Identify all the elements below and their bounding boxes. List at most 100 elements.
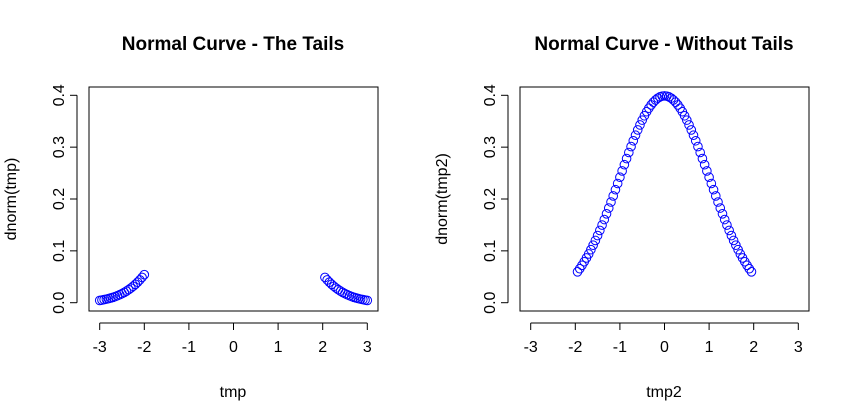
chart-title: Normal Curve - The Tails — [122, 34, 344, 55]
y-axis-label: dnorm(tmp) — [3, 158, 20, 241]
chart-panel-without-tails: Normal Curve - Without Tails -3 -2 -1 0 1 2 3 … — [434, 34, 810, 401]
x-tick-label: -3 — [93, 339, 107, 356]
data-point — [693, 141, 703, 152]
data-point — [337, 287, 348, 298]
data-point — [635, 120, 645, 130]
data-point — [621, 153, 632, 164]
y-tick-label: 0.3 — [51, 136, 68, 158]
x-tick-label: 3 — [363, 339, 372, 356]
y-axis-label: dnorm(tmp2) — [434, 153, 451, 245]
data-point — [612, 178, 623, 189]
x-tick-label: -1 — [613, 339, 627, 356]
data-point — [715, 203, 726, 213]
data-point — [608, 191, 619, 201]
data-point — [695, 147, 705, 158]
data-point — [699, 159, 710, 170]
x-tick-label: 0 — [660, 339, 669, 356]
y-tick-label: 0.0 — [51, 291, 68, 313]
data-point — [684, 120, 694, 130]
y-tick-label: 0.4 — [51, 84, 68, 106]
data-point — [713, 197, 723, 207]
data-point — [704, 172, 714, 183]
data-point — [686, 125, 697, 135]
data-point — [619, 159, 630, 170]
data-point — [624, 147, 634, 158]
y-tick-label: 0.3 — [482, 136, 499, 158]
plot-frame — [519, 86, 810, 312]
data-point — [688, 130, 699, 141]
data-point — [610, 184, 621, 195]
data-point — [653, 93, 663, 103]
chart-title: Normal Curve - Without Tails — [534, 34, 793, 55]
x-tick-label: 2 — [318, 339, 327, 356]
data-point — [742, 260, 752, 271]
data-point — [708, 184, 719, 195]
x-axis: -3 -2 -1 0 1 2 3 — [93, 322, 372, 356]
x-tick-label: 2 — [749, 339, 758, 356]
data-point — [719, 214, 730, 225]
data-point — [595, 225, 605, 236]
y-tick-label: 0.2 — [482, 188, 499, 210]
data-point — [717, 209, 728, 219]
data-point — [746, 267, 757, 277]
data-point — [726, 230, 737, 241]
x-tick-label: 1 — [274, 339, 283, 356]
data-point — [603, 203, 614, 213]
data-point — [597, 220, 607, 230]
x-tick-label: 0 — [229, 339, 238, 356]
data-point — [606, 197, 616, 207]
data-point — [626, 141, 636, 152]
y-axis: 0.0 0.1 0.2 0.3 0.4 — [51, 84, 78, 314]
data-point — [601, 209, 612, 219]
data-point — [628, 135, 639, 146]
data-point — [590, 235, 601, 246]
x-tick-label: 1 — [705, 339, 714, 356]
chart-panel-tails: Normal Curve - The Tails -3 -2 -1 0 1 2 3 0.00… — [3, 34, 379, 401]
data-point — [630, 130, 641, 141]
y-axis: 0.0 0.1 0.2 0.3 0.4 — [482, 84, 509, 314]
data-point — [574, 263, 585, 274]
data-point — [706, 178, 717, 189]
y-tick-label: 0.0 — [482, 291, 499, 313]
data-point — [632, 125, 643, 135]
data-point — [588, 240, 598, 250]
data-point — [139, 269, 150, 280]
data-point — [673, 100, 683, 110]
x-axis-label: tmp2 — [646, 384, 682, 401]
data-point — [722, 220, 732, 230]
x-axis-label: tmp — [220, 384, 247, 401]
y-tick-label: 0.1 — [482, 240, 499, 262]
x-tick-label: -1 — [182, 339, 196, 356]
data-point — [731, 240, 741, 250]
data-point — [599, 214, 610, 225]
data-point — [137, 272, 147, 283]
points-layer — [94, 269, 373, 306]
data-point — [586, 244, 596, 255]
y-tick-label: 0.2 — [51, 188, 68, 210]
data-point — [710, 191, 721, 201]
data-point — [724, 225, 734, 236]
data-point — [679, 110, 690, 121]
data-point — [681, 115, 692, 125]
y-tick-label: 0.4 — [482, 84, 499, 106]
y-tick-label: 0.1 — [51, 240, 68, 262]
points-layer — [572, 91, 757, 277]
data-point — [592, 230, 603, 241]
x-tick-label: -2 — [137, 339, 151, 356]
data-point — [340, 288, 350, 299]
data-point — [572, 267, 583, 277]
data-point — [615, 172, 625, 183]
data-point — [744, 263, 755, 274]
data-point — [697, 153, 708, 164]
x-tick-label: -2 — [568, 339, 582, 356]
x-axis: -3 -2 -1 0 1 2 3 — [524, 322, 803, 356]
data-point — [728, 235, 739, 246]
data-point — [690, 135, 701, 146]
data-point — [617, 166, 627, 176]
data-point — [702, 166, 712, 176]
x-tick-label: -3 — [524, 339, 538, 356]
plot-frame — [88, 86, 379, 312]
data-point — [637, 115, 648, 125]
x-tick-label: 3 — [794, 339, 803, 356]
